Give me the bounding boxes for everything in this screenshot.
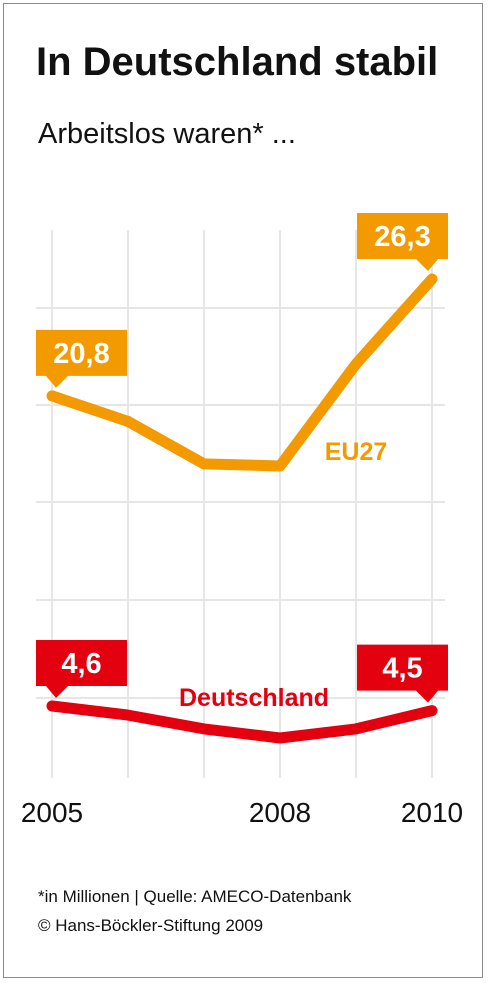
copyright-note: © Hans-Böckler-Stiftung 2009	[38, 916, 264, 935]
series-line-eu27	[46, 273, 438, 472]
series-label-deutschland: Deutschland	[179, 684, 329, 712]
data-label-eu27: 26,3	[374, 221, 430, 253]
x-tick-label: 2010	[401, 797, 463, 828]
callout-box-deutschland	[36, 640, 127, 698]
chart-title: In Deutschland stabil	[36, 40, 439, 84]
series-line-deutschland	[46, 700, 438, 744]
x-tick-label: 2005	[21, 797, 83, 828]
callout-box-eu27	[357, 213, 448, 271]
data-label-deutschland: 4,5	[382, 653, 422, 685]
data-label-eu27: 20,8	[53, 338, 109, 370]
series-label-eu27: EU27	[325, 438, 388, 466]
x-tick-label: 2008	[249, 797, 311, 828]
source-note: *in Millionen | Quelle: AMECO-Datenbank	[38, 887, 352, 906]
series-lines	[46, 273, 438, 744]
callout-box-deutschland	[357, 644, 448, 703]
chart-subtitle: Arbeitslos waren* ...	[38, 118, 296, 150]
chart-labels: EU27 Deutschland 20,8 26,3 4,6 4,5 2005 2008 201…	[21, 213, 463, 828]
data-label-deutschland: 4,6	[61, 648, 101, 680]
callout-box-eu27	[36, 329, 127, 388]
chart-frame	[3, 3, 483, 978]
